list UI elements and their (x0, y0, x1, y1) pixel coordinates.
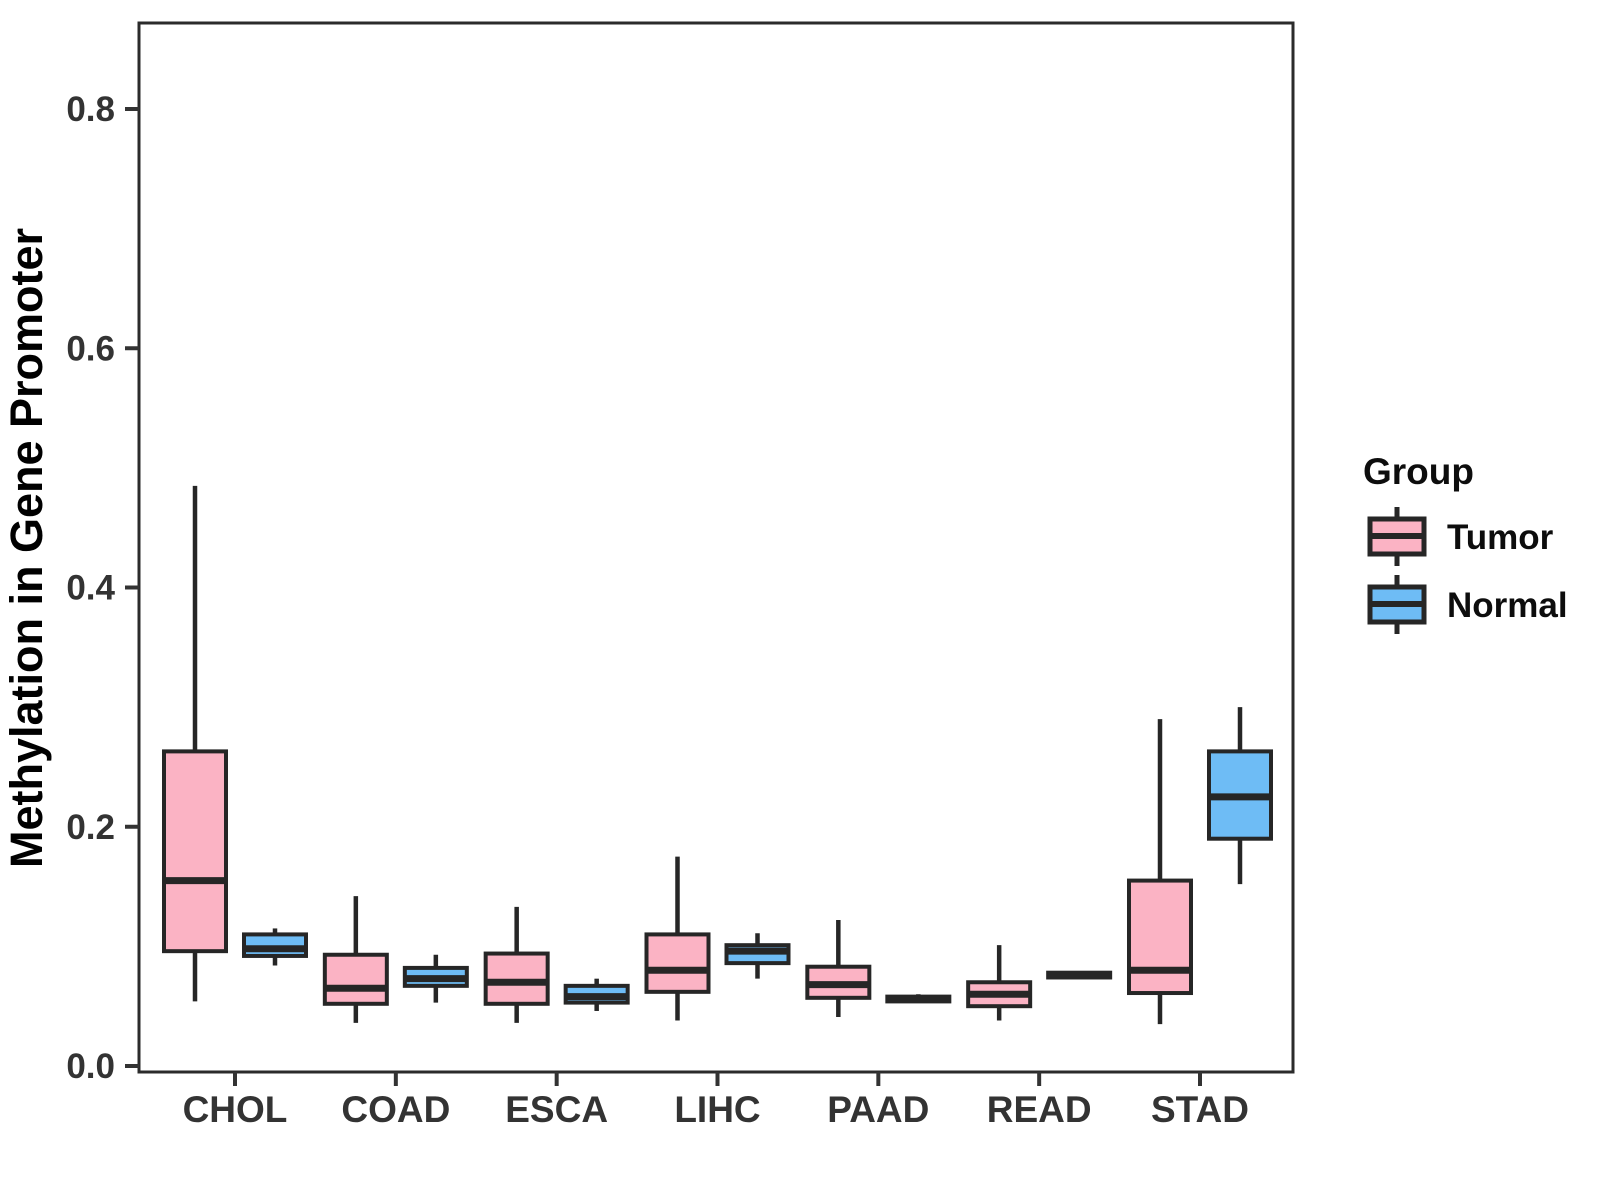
y-tick-label: 0.0 (66, 1047, 115, 1086)
iqr-box (322, 952, 389, 1006)
boxplot-tumor-stad (1126, 719, 1193, 1025)
boxplot-normal-coad (402, 954, 469, 1003)
iqr-box (242, 932, 308, 958)
x-tick-label-chol: CHOL (183, 1089, 288, 1130)
x-tick-label-lihc: LIHC (674, 1089, 760, 1130)
y-tick-label: 0.4 (66, 569, 115, 608)
boxplot-normal-paad (885, 994, 952, 1004)
plot-panel-border (137, 21, 1295, 1074)
boxplot-tumor-coad (322, 896, 389, 1023)
y-tick-label: 0.2 (66, 808, 115, 847)
y-tick-label: 0.8 (66, 90, 115, 129)
legend-key-normal (1367, 575, 1427, 634)
x-tick-label-read: READ (987, 1089, 1092, 1130)
x-tick-label-esca: ESCA (505, 1089, 608, 1130)
boxplot-normal-esca (563, 978, 630, 1011)
x-tick-label-paad: PAAD (827, 1089, 929, 1130)
boxplot-normal-chol (242, 928, 308, 966)
boxplot-tumor-lihc (644, 856, 711, 1021)
iqr-box (162, 749, 228, 954)
legend: Group Tumor Normal (1363, 451, 1568, 634)
legend-label-normal: Normal (1447, 586, 1568, 625)
y-tick-label: 0.6 (66, 329, 115, 368)
boxplot-marks (162, 485, 1273, 1025)
boxplot-normal-stad (1206, 707, 1273, 885)
axes: 0.0 0.2 0.4 0.6 0.8 CHOL COAD ESCA LIHC PAAD READ S… (66, 90, 1249, 1130)
iqr-box (1126, 878, 1193, 996)
legend-label-tumor: Tumor (1447, 518, 1554, 557)
iqr-box (644, 932, 711, 994)
boxplot-normal-read (1046, 970, 1113, 980)
boxplot-tumor-esca (483, 906, 550, 1023)
boxplot-tumor-chol (162, 485, 228, 1002)
legend-title: Group (1363, 451, 1474, 492)
x-tick-label-coad: COAD (341, 1089, 450, 1130)
iqr-box (483, 951, 550, 1006)
boxplot-tumor-paad (805, 920, 872, 1017)
legend-key-tumor (1367, 507, 1427, 566)
boxplot-tumor-read (966, 945, 1033, 1021)
x-tick-label-stad: STAD (1151, 1089, 1249, 1130)
y-axis-title: Methylation in Gene Promoter (1, 228, 52, 868)
boxplot-normal-lihc (724, 933, 791, 979)
